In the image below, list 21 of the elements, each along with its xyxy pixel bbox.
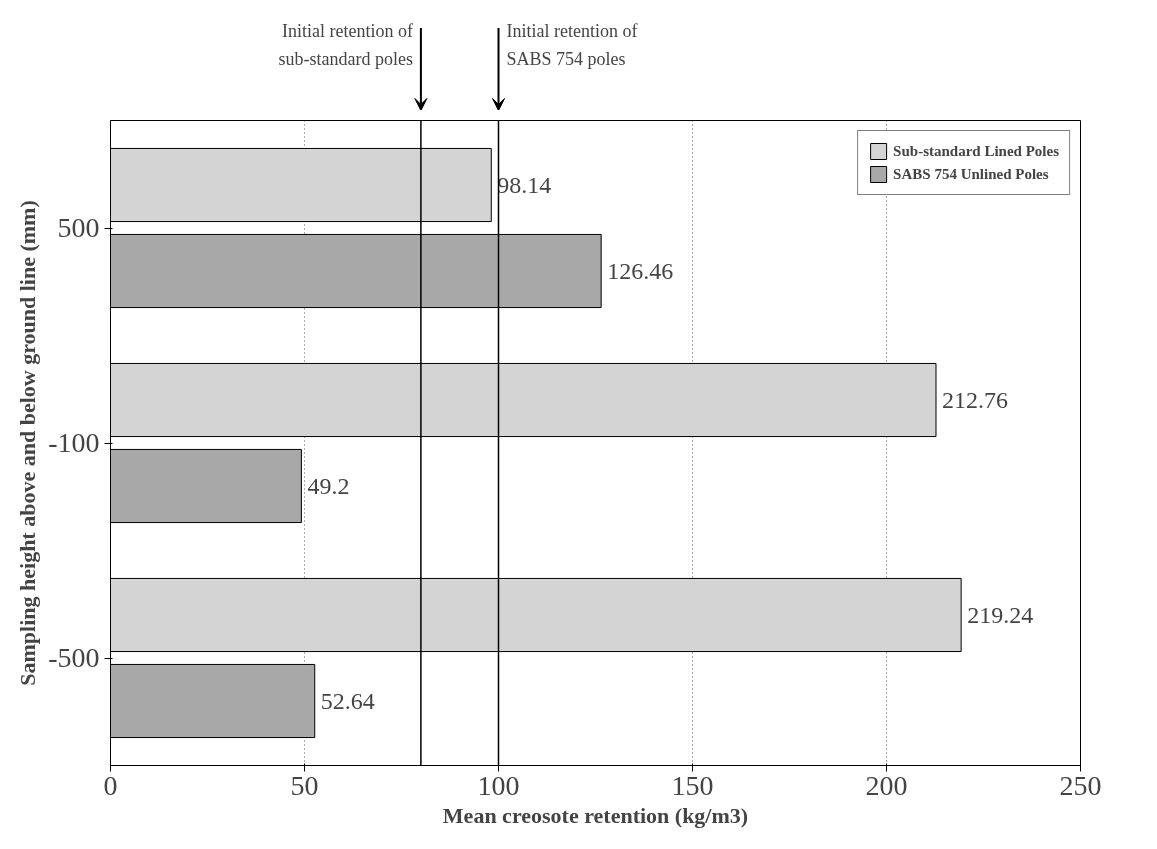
- x-tick-label: 50: [290, 769, 319, 801]
- x-tick-label: 100: [477, 769, 520, 801]
- legend-label: Sub-standard Lined Poles: [893, 142, 1059, 160]
- data-label: 212.76: [942, 386, 1009, 413]
- x-tick-label: 200: [865, 769, 908, 801]
- x-axis-title: Mean creosote retention (kg/m3): [442, 802, 749, 828]
- data-label: 219.24: [967, 601, 1034, 628]
- data-label: 52.64: [320, 687, 375, 714]
- y-tick-label: -500: [48, 642, 100, 673]
- y-tick-label: -100: [48, 427, 100, 458]
- y-tick-label: 500: [57, 212, 100, 243]
- ref-line-label: Initial retention of sub-standard poles: [278, 21, 413, 69]
- data-label: 98.14: [497, 171, 552, 198]
- legend-label: SABS 754 Unlined Poles: [893, 165, 1049, 183]
- ref-line-label: Initial retention of SABS 754 poles: [506, 21, 638, 69]
- data-label: 126.46: [607, 257, 674, 284]
- data-label: 49.2: [307, 472, 350, 499]
- y-axis-title: Sampling height above and below ground line (mm): [15, 200, 41, 686]
- x-tick-label: 250: [1059, 769, 1102, 801]
- x-tick-label: 0: [103, 769, 118, 801]
- x-tick-label: 150: [671, 769, 714, 801]
